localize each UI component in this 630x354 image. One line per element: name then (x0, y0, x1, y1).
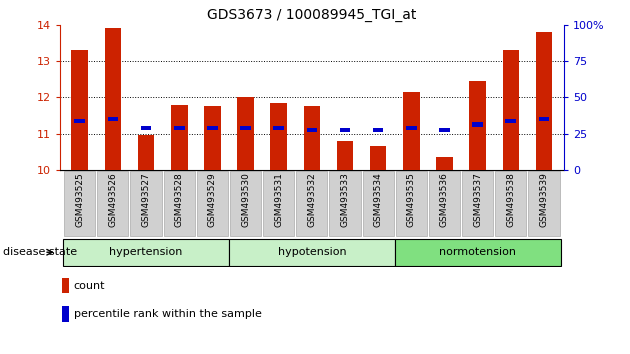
Bar (174, 126, 185, 130)
Text: GSM493529: GSM493529 (208, 173, 217, 227)
FancyBboxPatch shape (529, 171, 559, 236)
FancyBboxPatch shape (229, 239, 395, 266)
Text: GSM493536: GSM493536 (440, 173, 449, 228)
Bar (336, 141, 353, 170)
Bar (71, 50, 88, 170)
Bar (207, 126, 218, 130)
Bar (108, 117, 118, 121)
Text: GSM493525: GSM493525 (75, 173, 84, 227)
FancyBboxPatch shape (64, 171, 95, 236)
FancyBboxPatch shape (164, 171, 195, 236)
Bar (105, 28, 121, 170)
Text: count: count (74, 280, 105, 291)
Text: disease state: disease state (3, 247, 77, 257)
FancyBboxPatch shape (296, 171, 328, 236)
FancyBboxPatch shape (396, 171, 427, 236)
Bar (340, 128, 350, 132)
Bar (62, 278, 69, 293)
Text: GSM493537: GSM493537 (473, 173, 482, 228)
Bar (62, 306, 69, 322)
Bar (539, 117, 549, 121)
Bar (270, 103, 287, 170)
Text: hypotension: hypotension (278, 247, 346, 257)
Bar (373, 128, 384, 132)
Bar (138, 136, 154, 170)
Bar (240, 126, 251, 130)
Bar (304, 107, 320, 170)
Text: GSM493535: GSM493535 (407, 173, 416, 228)
Text: hypertension: hypertension (110, 247, 183, 257)
FancyBboxPatch shape (395, 239, 561, 266)
FancyBboxPatch shape (230, 171, 261, 236)
Bar (140, 126, 151, 130)
FancyBboxPatch shape (495, 171, 527, 236)
Bar (171, 104, 188, 170)
FancyBboxPatch shape (329, 171, 360, 236)
Bar (204, 107, 220, 170)
Bar (536, 32, 553, 170)
Bar (503, 50, 519, 170)
Text: GSM493533: GSM493533 (340, 173, 350, 228)
Bar (439, 128, 450, 132)
FancyBboxPatch shape (197, 171, 228, 236)
Text: GSM493526: GSM493526 (108, 173, 117, 227)
Bar (74, 119, 85, 123)
FancyBboxPatch shape (63, 239, 229, 266)
Text: GSM493534: GSM493534 (374, 173, 382, 227)
FancyBboxPatch shape (130, 171, 162, 236)
Bar (436, 157, 453, 170)
Bar (273, 126, 284, 130)
FancyBboxPatch shape (429, 171, 460, 236)
Bar (505, 119, 516, 123)
Text: GSM493527: GSM493527 (142, 173, 151, 227)
Bar (406, 126, 416, 130)
Bar (238, 97, 254, 170)
Text: GSM493532: GSM493532 (307, 173, 316, 227)
Bar (403, 92, 420, 170)
Title: GDS3673 / 100089945_TGI_at: GDS3673 / 100089945_TGI_at (207, 8, 416, 22)
FancyBboxPatch shape (462, 171, 493, 236)
Text: GSM493528: GSM493528 (175, 173, 184, 227)
Text: GSM493539: GSM493539 (539, 173, 549, 228)
Bar (472, 122, 483, 127)
FancyBboxPatch shape (363, 171, 394, 236)
Text: GSM493531: GSM493531 (274, 173, 284, 228)
Bar (469, 81, 486, 170)
Text: normotension: normotension (439, 247, 516, 257)
FancyBboxPatch shape (97, 171, 129, 236)
FancyBboxPatch shape (263, 171, 294, 236)
Bar (370, 146, 386, 170)
Text: percentile rank within the sample: percentile rank within the sample (74, 309, 261, 319)
Text: GSM493538: GSM493538 (507, 173, 515, 228)
Text: GSM493530: GSM493530 (241, 173, 250, 228)
Bar (307, 128, 317, 132)
